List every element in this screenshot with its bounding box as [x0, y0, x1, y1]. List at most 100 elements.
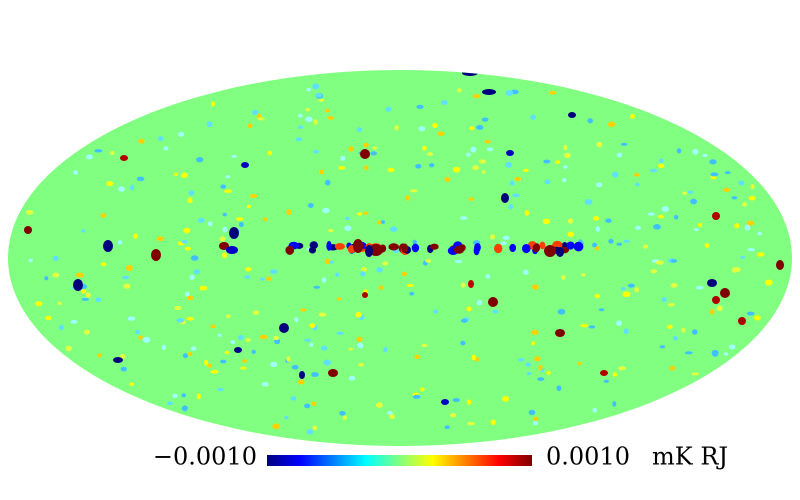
source [468, 197, 474, 202]
source [704, 243, 710, 248]
source [634, 286, 640, 293]
source [230, 340, 236, 345]
source [471, 354, 477, 361]
source [557, 308, 566, 315]
source [548, 90, 557, 95]
source [616, 242, 623, 246]
source [647, 212, 655, 216]
source [744, 224, 751, 231]
source [186, 295, 194, 301]
source [28, 258, 33, 263]
source [113, 357, 123, 363]
source [348, 347, 354, 351]
source [753, 315, 761, 321]
source [261, 382, 269, 387]
source [748, 195, 756, 201]
source [340, 155, 346, 161]
source [322, 207, 330, 214]
source [173, 306, 182, 311]
source [180, 172, 188, 179]
mollweide-projection [8, 70, 792, 446]
source [297, 113, 303, 118]
source [746, 220, 755, 226]
source [336, 297, 342, 301]
source [245, 267, 252, 272]
source [566, 241, 575, 250]
source [611, 171, 619, 178]
source [97, 353, 102, 358]
source [466, 399, 472, 405]
source [106, 181, 114, 187]
source [224, 350, 230, 355]
source [441, 399, 449, 405]
source [246, 204, 252, 209]
source [342, 415, 348, 420]
source [57, 301, 62, 306]
source [517, 358, 525, 362]
source [412, 239, 417, 245]
source [210, 369, 219, 374]
source [327, 116, 334, 120]
source [481, 170, 486, 174]
source [363, 211, 369, 215]
source [692, 148, 699, 155]
source [555, 160, 561, 164]
source [286, 209, 292, 216]
source [412, 394, 421, 399]
source [738, 180, 745, 186]
source [623, 239, 630, 243]
source [750, 184, 755, 190]
source [83, 329, 90, 335]
source [240, 366, 247, 370]
source [172, 393, 178, 399]
source [592, 407, 598, 413]
source [555, 329, 565, 337]
source [544, 245, 556, 257]
source [238, 221, 244, 228]
source [472, 94, 481, 99]
source [237, 334, 244, 341]
source [687, 190, 694, 194]
source [531, 329, 539, 336]
source [657, 214, 665, 219]
source [173, 172, 179, 176]
source [538, 364, 543, 371]
source [728, 344, 736, 350]
source [318, 98, 325, 102]
source [672, 335, 678, 341]
source [353, 239, 363, 253]
source [401, 271, 407, 277]
source [247, 123, 253, 129]
source [75, 272, 84, 278]
source [323, 359, 332, 366]
source [509, 180, 515, 186]
source [509, 243, 517, 253]
source [234, 347, 242, 353]
source [225, 314, 231, 319]
source [242, 359, 248, 363]
source [667, 324, 673, 329]
source [158, 136, 164, 142]
source [470, 146, 477, 153]
source [659, 158, 664, 164]
source [216, 388, 224, 392]
source [712, 212, 720, 220]
source [394, 125, 399, 131]
source [684, 351, 693, 355]
source [273, 335, 280, 341]
source [378, 285, 384, 290]
source [401, 243, 409, 253]
source [432, 122, 438, 128]
source [418, 126, 426, 132]
source [125, 264, 133, 271]
source [449, 412, 457, 418]
source [757, 231, 762, 236]
source [426, 152, 434, 157]
source [731, 196, 738, 200]
source [623, 328, 629, 335]
source [103, 240, 113, 252]
source [312, 83, 320, 90]
source [457, 88, 462, 93]
source [321, 277, 327, 283]
source [181, 405, 188, 412]
